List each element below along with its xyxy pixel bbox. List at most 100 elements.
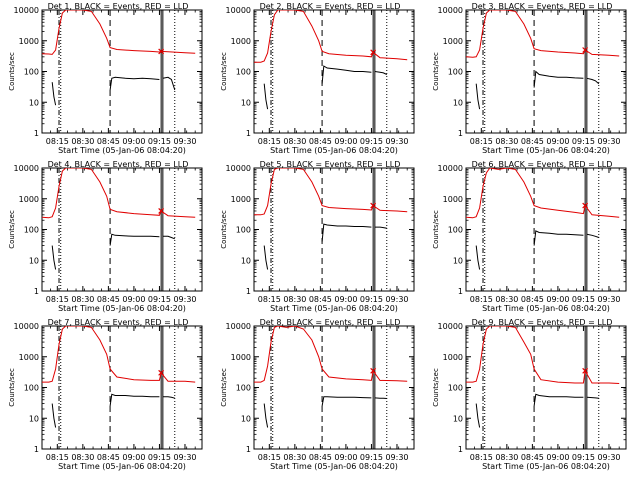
x-tick-label: 08:45 (97, 137, 120, 146)
x-tick-label: 09:15 (148, 295, 171, 304)
panel-title: Det 2, BLACK = Events, RED = LLD (260, 2, 401, 11)
y-axis-label: Counts/sec (432, 368, 440, 407)
lld-series-line (466, 10, 620, 58)
y-tick-label: 10 (241, 98, 251, 107)
x-tick-label: 09:15 (360, 453, 383, 462)
x-tick-label: 09:00 (334, 137, 357, 146)
y-tick-label: 1 (458, 287, 463, 296)
plot-frame (41, 325, 203, 450)
x-tick-label: 09:15 (148, 137, 171, 146)
y-tick-label: 100 (448, 384, 463, 393)
chart-panel: 1 10 100 1000 10000 08:15 08:30 08:45 09:00 09:15… (220, 2, 415, 155)
y-tick-label: 1 (458, 445, 463, 454)
events-series-line (321, 65, 372, 84)
plot-data (466, 168, 620, 291)
x-tick-label: 09:15 (572, 137, 595, 146)
plot-frame (253, 325, 415, 450)
y-tick-label: 100 (24, 68, 39, 77)
y-tick-label: 10000 (438, 6, 463, 15)
lld-point-marker (370, 367, 377, 374)
x-tick-label: 08:30 (71, 453, 94, 462)
y-tick-label: 1000 (19, 353, 39, 362)
plot-frame (465, 9, 627, 134)
plot-frame (253, 9, 415, 134)
x-tick-label: 09:15 (148, 453, 171, 462)
plot-frame (465, 167, 627, 292)
x-tick-label: 09:00 (546, 295, 569, 304)
x-tick-label: 08:45 (97, 453, 120, 462)
x-axis-label: Start Time (05-Jan-06 08:04:20) (58, 146, 186, 155)
x-tick-label: 09:30 (597, 295, 620, 304)
lld-point-marker (370, 202, 377, 209)
y-tick-label: 10 (29, 98, 39, 107)
chart-panel: 1 10 100 1000 10000 08:15 08:30 08:45 09:00 09:15… (8, 2, 203, 155)
plot-data (466, 10, 620, 133)
events-series-line (321, 396, 372, 407)
x-axis-label: Start Time (05-Jan-06 08:04:20) (270, 462, 398, 471)
y-tick-label: 1 (246, 287, 251, 296)
x-tick-label: 09:15 (360, 137, 383, 146)
events-series-line (533, 393, 584, 407)
plot-frame (465, 325, 627, 450)
events-series-line (263, 83, 269, 110)
x-tick-label: 09:15 (572, 453, 595, 462)
x-tick-label: 08:45 (309, 137, 332, 146)
x-axis-label: Start Time (05-Jan-06 08:04:20) (482, 462, 610, 471)
x-tick-label: 09:00 (546, 453, 569, 462)
events-series-line (51, 82, 57, 106)
y-tick-label: 1 (246, 445, 251, 454)
events-series-line (109, 76, 160, 91)
chart-panel: 1 10 100 1000 10000 08:15 08:30 08:45 09:00 09:15… (8, 160, 203, 313)
events-series-line (374, 397, 387, 399)
x-axis-label: Start Time (05-Jan-06 08:04:20) (270, 304, 398, 313)
x-tick-label: 08:30 (283, 137, 306, 146)
y-tick-label: 100 (448, 226, 463, 235)
x-axis-label: Start Time (05-Jan-06 08:04:20) (58, 304, 186, 313)
x-tick-label: 08:30 (283, 453, 306, 462)
x-tick-label: 09:00 (122, 453, 145, 462)
panel-title: Det 1, BLACK = Events, RED = LLD (48, 2, 189, 11)
x-tick-label: 09:15 (360, 295, 383, 304)
y-tick-label: 10000 (14, 164, 39, 173)
y-tick-label: 1000 (231, 37, 251, 46)
panel-title: Det 3, BLACK = Events, RED = LLD (472, 2, 613, 11)
events-series-line (162, 76, 176, 91)
x-tick-label: 09:30 (597, 453, 620, 462)
y-tick-label: 100 (24, 226, 39, 235)
y-tick-label: 10000 (14, 322, 39, 331)
x-tick-label: 09:00 (122, 295, 145, 304)
x-tick-label: 08:30 (283, 295, 306, 304)
events-series-line (162, 396, 175, 399)
plot-frame (41, 167, 203, 292)
events-series-line (321, 223, 372, 242)
y-axis-label: Counts/sec (8, 368, 16, 407)
x-tick-label: 09:00 (122, 137, 145, 146)
chart-panel: 1 10 100 1000 10000 08:15 08:30 08:45 09:00 09:15… (220, 318, 415, 471)
y-axis-label: Counts/sec (8, 52, 16, 91)
y-tick-label: 1 (34, 445, 39, 454)
chart-panel: 1 10 100 1000 10000 08:15 08:30 08:45 09:00 09:15… (432, 2, 627, 155)
plot-data (254, 168, 408, 291)
x-tick-label: 08:15 (46, 137, 69, 146)
panel-title: Det 9, BLACK = Events, RED = LLD (472, 318, 613, 327)
plot-frame (253, 167, 415, 292)
events-series-line (374, 226, 387, 229)
y-tick-label: 100 (236, 226, 251, 235)
plot-data (42, 168, 196, 291)
panel-title: Det 8, BLACK = Events, RED = LLD (260, 318, 401, 327)
y-tick-label: 100 (24, 384, 39, 393)
y-tick-label: 10 (241, 256, 251, 265)
x-tick-label: 08:45 (521, 137, 544, 146)
lld-point-marker (158, 208, 165, 214)
y-axis-label: Counts/sec (220, 210, 228, 249)
panel-title: Det 4, BLACK = Events, RED = LLD (48, 160, 189, 169)
chart-panel: 1 10 100 1000 10000 08:15 08:30 08:45 09:00 09:15… (432, 160, 627, 313)
plot-data (42, 10, 196, 133)
y-tick-label: 1 (34, 287, 39, 296)
lld-series-line (42, 326, 196, 383)
chart-panel: 1 10 100 1000 10000 08:15 08:30 08:45 09:00 09:15… (220, 160, 415, 313)
x-tick-label: 08:30 (495, 295, 518, 304)
panel-title: Det 6, BLACK = Events, RED = LLD (472, 160, 613, 169)
events-series-line (374, 71, 388, 75)
